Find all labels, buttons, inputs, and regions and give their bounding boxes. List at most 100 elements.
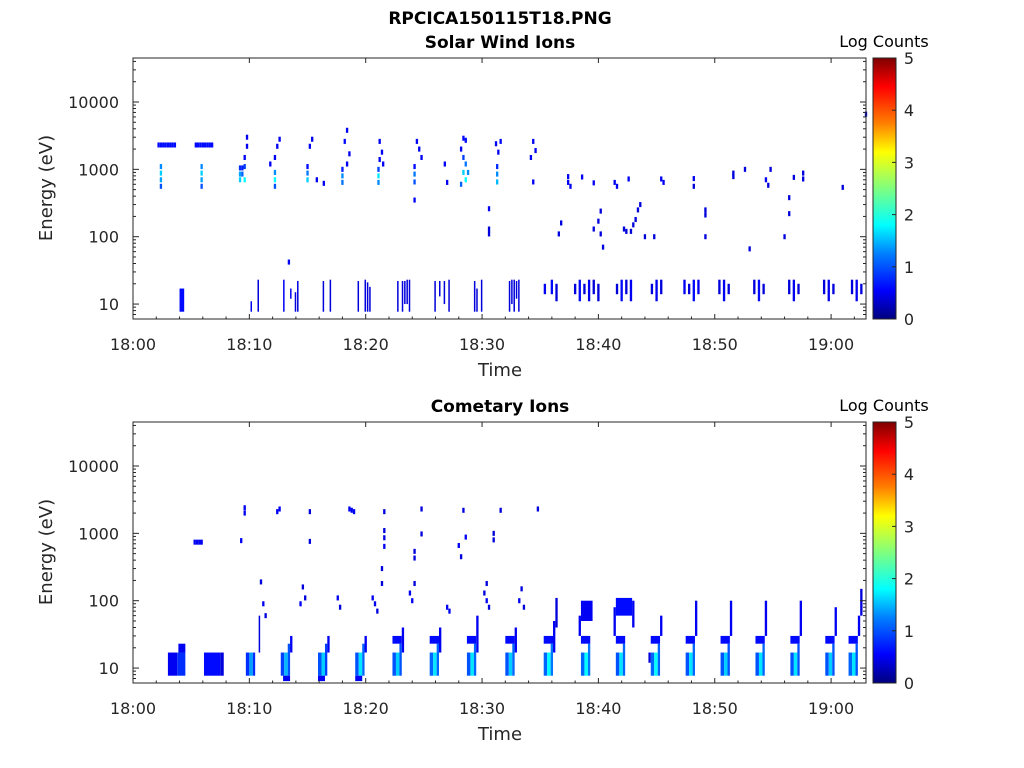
spectrogram-bar xyxy=(401,280,404,312)
spectrogram-cell xyxy=(380,149,384,155)
spectrogram-cell xyxy=(496,179,499,185)
spectrogram-bar xyxy=(220,652,224,676)
spectrogram-cell xyxy=(599,231,602,237)
spectrogram-bar xyxy=(855,279,858,302)
spectrogram-bar xyxy=(324,643,328,676)
spectrogram-cell xyxy=(841,184,844,190)
spectrogram-bar xyxy=(512,643,515,676)
spectrogram-bar xyxy=(284,652,288,676)
spectrogram-cell xyxy=(206,142,209,148)
spectrogram-cell xyxy=(299,601,302,607)
spectrogram-bar xyxy=(434,280,436,312)
spectrogram-cell xyxy=(492,530,495,536)
spectrogram-bar xyxy=(799,600,803,636)
spectrogram-cell xyxy=(783,234,786,240)
colorbar-tick-label: 1 xyxy=(904,258,914,277)
spectrogram-cell xyxy=(380,566,384,572)
spectrogram-bar xyxy=(825,652,829,676)
spectrogram-bar xyxy=(650,635,661,644)
spectrogram-cell xyxy=(159,177,163,183)
spectrogram-bar xyxy=(578,279,581,302)
spectrogram-cell xyxy=(462,154,465,161)
spectrogram-bar xyxy=(408,279,411,312)
spectrogram-bar xyxy=(439,280,441,297)
spectrogram-bar xyxy=(828,652,833,676)
x-tick-label: 18:10 xyxy=(226,699,272,718)
x-tick-label: 19:00 xyxy=(808,699,854,718)
spectrogram-bar xyxy=(550,643,554,676)
spectrogram-cell xyxy=(200,170,203,176)
spectrogram-cell xyxy=(764,177,768,183)
spectrogram-cell xyxy=(200,183,203,189)
spectrogram-cell xyxy=(788,211,791,217)
spectrogram-bar xyxy=(258,615,261,653)
spectrogram-bar xyxy=(362,643,365,676)
spectrogram-cell xyxy=(459,181,463,187)
y-tick-label: 10000 xyxy=(68,93,119,112)
spectrogram-cell xyxy=(159,170,163,176)
spectrogram-cell xyxy=(494,141,498,147)
spectrogram-bar xyxy=(397,280,399,312)
spectrogram-cell xyxy=(322,180,325,186)
spectrogram-cell xyxy=(496,164,499,170)
spectrogram-bar xyxy=(399,643,402,676)
spectrogram-bar xyxy=(470,652,474,676)
spectrogram-cell xyxy=(306,170,309,176)
y-axis: 10 100 1000 10000 xyxy=(68,424,866,684)
panel-solar-wind-ions: Solar Wind Ions 18:00 18:10 18:20 18:30 18:4… xyxy=(36,32,929,381)
spectrogram-bar xyxy=(583,283,586,295)
y-tick-label: 100 xyxy=(88,592,119,611)
spectrogram-cell xyxy=(262,601,265,607)
spectrogram-cell xyxy=(464,534,467,540)
spectrogram-bar xyxy=(718,279,721,295)
colorbar-tick-label: 1 xyxy=(904,622,914,641)
spectrogram-cell xyxy=(157,142,160,148)
x-axis: 18:00 18:10 18:20 18:30 18:40 18:50 19:00 xyxy=(110,422,855,718)
spectrogram-cell xyxy=(448,608,451,614)
spectrogram-cell xyxy=(378,156,381,163)
spectrogram-bar xyxy=(619,652,623,676)
spectrogram-bar xyxy=(250,301,253,312)
spectrogram-bar xyxy=(757,279,761,302)
spectrogram-cell xyxy=(199,142,202,148)
panel-cometary-ions: Cometary Ions 18:00 18:10 18:20 18:30 18:40 1… xyxy=(36,396,929,745)
x-axis-label: Time xyxy=(477,724,522,745)
spectrogram-cell xyxy=(492,537,495,543)
spectrogram-bar xyxy=(792,279,796,302)
spectrogram-cell xyxy=(350,507,353,513)
y-axis-label: Energy (eV) xyxy=(36,499,57,605)
spectrogram-bar xyxy=(848,635,858,644)
spectrogram-cell xyxy=(241,171,244,177)
spectrogram-cell xyxy=(243,164,246,170)
spectrogram-cell xyxy=(497,149,500,155)
spectrogram-cell xyxy=(408,590,412,596)
spectrogram-bar xyxy=(584,652,588,676)
spectrogram-bar xyxy=(543,283,547,295)
spectrogram-cell xyxy=(580,174,584,180)
spectrogram-bar xyxy=(245,652,250,676)
spectrogram-cell xyxy=(380,580,384,587)
spectrogram-cell xyxy=(464,161,467,167)
spectrogram-cell xyxy=(383,528,386,534)
spectrogram-bar xyxy=(797,643,800,676)
spectrogram-bar xyxy=(358,652,363,676)
colorbar-tick-label: 4 xyxy=(904,465,914,484)
spectrogram-cell xyxy=(377,173,380,179)
y-tick-label: 1000 xyxy=(78,524,119,543)
spectrogram-cell xyxy=(245,134,249,140)
spectrogram-bar xyxy=(660,279,663,295)
spectrogram-cell xyxy=(383,509,386,515)
spectrogram-cell xyxy=(443,161,446,167)
spectrogram-bar xyxy=(727,283,730,295)
spectrogram-bar xyxy=(694,600,698,636)
spectrogram-bar xyxy=(724,652,728,676)
spectrogram-cell xyxy=(557,231,560,237)
spectrogram-cell xyxy=(692,176,695,182)
spectrogram-bar xyxy=(513,279,515,312)
spectrogram-bar xyxy=(758,652,763,676)
spectrogram-cell xyxy=(445,179,449,185)
spectrogram-cell xyxy=(662,179,665,185)
spectrogram-cell xyxy=(483,590,486,596)
spectrogram-bar xyxy=(364,635,367,653)
spectrogram-data xyxy=(157,111,868,312)
